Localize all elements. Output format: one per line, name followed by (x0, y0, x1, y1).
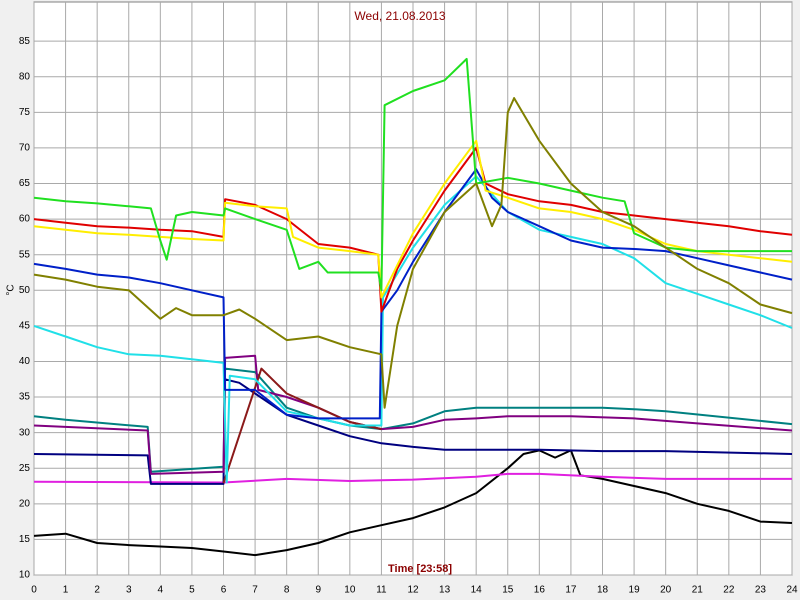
x-tick-label: 1 (63, 585, 69, 596)
y-tick-label: 80 (19, 71, 31, 82)
y-tick-label: 65 (19, 178, 31, 189)
y-tick-label: 85 (19, 36, 31, 47)
x-tick-label: 16 (534, 585, 546, 596)
x-tick-label: 11 (376, 585, 387, 596)
series-line (222, 367, 382, 484)
y-tick-label: 55 (19, 249, 31, 260)
series-line (33, 168, 793, 420)
y-axis-label: °C (6, 284, 17, 295)
series-line (33, 378, 793, 485)
x-tick-label: 9 (315, 585, 321, 596)
x-tick-label: 4 (158, 585, 164, 596)
x-tick-label: 13 (439, 585, 451, 596)
x-tick-label: 22 (723, 585, 735, 596)
x-tick-label: 6 (221, 585, 227, 596)
y-tick-label: 10 (19, 570, 31, 581)
x-tick-label: 3 (126, 585, 132, 596)
y-tick-label: 50 (19, 285, 31, 296)
x-tick-label: 23 (755, 585, 767, 596)
x-tick-label: 0 (31, 585, 37, 596)
chart-title: Wed, 21.08.2013 (354, 9, 446, 23)
y-tick-label: 20 (19, 498, 31, 509)
x-tick-label: 12 (407, 585, 419, 596)
series-line (33, 97, 793, 409)
x-tick-label: 21 (692, 585, 704, 596)
x-tick-label: 15 (502, 585, 514, 596)
series-line (33, 472, 792, 484)
series-line (33, 449, 793, 557)
y-tick-label: 75 (19, 107, 31, 118)
x-tick-label: 14 (471, 585, 483, 596)
x-tick-label: 20 (660, 585, 672, 596)
y-tick-label: 25 (19, 463, 31, 474)
x-tick-label: 24 (786, 585, 798, 596)
x-tick-label: 7 (252, 585, 258, 596)
x-tick-label: 10 (344, 585, 356, 596)
series-line (33, 57, 792, 292)
x-axis-label: Time [23:58] (388, 563, 452, 575)
y-tick-label: 60 (19, 214, 31, 225)
series-line (33, 146, 793, 313)
y-tick-label: 45 (19, 321, 31, 332)
y-tick-label: 70 (19, 143, 31, 154)
x-tick-label: 2 (94, 585, 100, 596)
x-tick-label: 17 (565, 585, 577, 596)
y-tick-label: 35 (19, 392, 31, 403)
y-tick-label: 15 (19, 534, 31, 545)
y-tick-label: 40 (19, 356, 31, 367)
x-tick-label: 19 (629, 585, 641, 596)
x-tick-label: 8 (284, 585, 290, 596)
y-tick-label: 30 (19, 427, 31, 438)
x-tick-label: 18 (597, 585, 609, 596)
x-tick-label: 5 (189, 585, 195, 596)
